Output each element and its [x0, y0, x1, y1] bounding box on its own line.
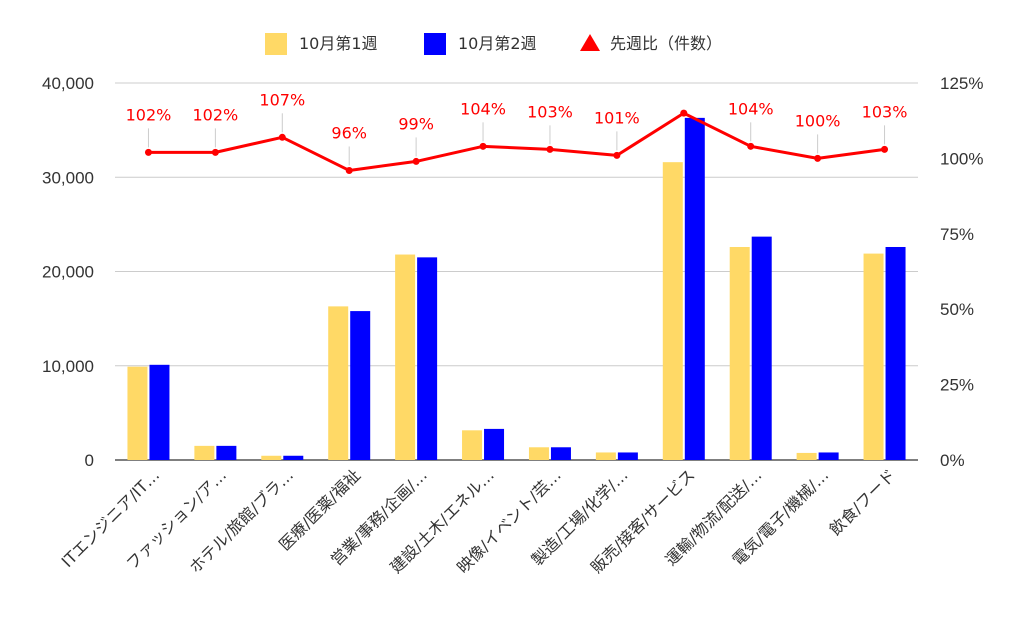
gridlines — [115, 82, 918, 461]
left-axis-ticks: 0 10,000 20,000 30,000 40,000 — [42, 74, 94, 470]
ratio-data-label: 101% — [594, 108, 640, 127]
bar-week2 — [684, 117, 705, 460]
legend-label-week2: 10月第2週 — [458, 34, 537, 53]
bar-week2 — [550, 447, 571, 460]
left-tick-label: 0 — [85, 451, 94, 470]
ratio-data-label: 104% — [460, 99, 506, 118]
ratio-data-label: 102% — [126, 105, 172, 124]
ratio-data-label: 103% — [527, 102, 573, 121]
bar-week2 — [751, 236, 772, 460]
ratio-data-label: 107% — [259, 90, 305, 109]
category-label: 飲食/フード — [826, 465, 900, 539]
legend-label-week1: 10月第1週 — [299, 34, 378, 53]
bar-week2 — [283, 455, 304, 460]
bar-week2 — [350, 311, 371, 460]
ratio-point — [345, 166, 353, 174]
ratio-point — [144, 148, 152, 156]
bar-week1 — [261, 455, 282, 460]
right-tick-label: 125% — [940, 74, 983, 93]
bar-week1 — [127, 366, 148, 460]
bar-week1 — [462, 430, 483, 460]
category-labels: ITエンジニア/IT…ファッション/ア…ホテル/旅館/ブラ…医療/医薬/福祉営業… — [58, 465, 900, 577]
ratio-data-label: 100% — [795, 111, 841, 130]
bar-week1 — [595, 452, 616, 460]
ratio-data-label: 104% — [728, 99, 774, 118]
ratio-data-label: 99% — [398, 114, 434, 133]
left-tick-label: 40,000 — [42, 74, 94, 93]
right-axis-ticks: 0% 25% 50% 75% 100% 125% — [940, 74, 983, 470]
ratio-line: 102% 102% 107% 96% 99% 104% 103% 101% 104% 100% 10… — [126, 90, 908, 174]
bar-week1 — [328, 306, 349, 460]
ratio-point — [546, 145, 554, 153]
legend-swatch-week1 — [265, 33, 287, 55]
bar-week2 — [216, 445, 237, 460]
bar-week1 — [729, 246, 750, 460]
ratio-data-label: 102% — [193, 105, 239, 124]
ratio-data-label: 103% — [862, 102, 908, 121]
bar-week2 — [484, 428, 505, 460]
ratio-point — [479, 142, 487, 150]
ratio-point — [747, 142, 755, 150]
bar-week2 — [617, 452, 638, 460]
ratio-point — [613, 151, 621, 159]
left-tick-label: 30,000 — [42, 168, 94, 187]
ratio-point — [211, 148, 219, 156]
ratio-point — [814, 154, 822, 162]
bar-week1 — [194, 445, 215, 460]
right-tick-label: 75% — [940, 225, 974, 244]
ratio-point — [881, 145, 889, 153]
ratio-point — [412, 157, 420, 165]
bar-week1 — [395, 254, 416, 460]
bar-week1 — [863, 253, 884, 460]
ratio-line-path — [148, 111, 885, 172]
right-tick-label: 100% — [940, 149, 983, 168]
bars — [127, 117, 906, 461]
ratio-point — [680, 109, 688, 117]
legend-swatch-ratio — [580, 34, 600, 51]
legend-swatch-week2 — [424, 33, 446, 55]
bar-week2 — [149, 364, 170, 460]
bar-week2 — [885, 246, 906, 460]
legend: 10月第1週 10月第2週 先週比（件数） — [265, 33, 722, 55]
right-tick-label: 25% — [940, 376, 974, 395]
right-tick-label: 0% — [940, 451, 965, 470]
bar-week2 — [818, 452, 839, 460]
ratio-point — [278, 133, 286, 141]
bar-week1 — [528, 447, 549, 460]
bar-week1 — [662, 162, 683, 461]
left-tick-label: 20,000 — [42, 263, 94, 282]
right-tick-label: 50% — [940, 300, 974, 319]
legend-label-ratio: 先週比（件数） — [610, 34, 722, 53]
bar-week1 — [796, 452, 817, 460]
ratio-data-label: 96% — [331, 123, 367, 142]
bar-week2 — [417, 257, 438, 460]
left-tick-label: 10,000 — [42, 357, 94, 376]
